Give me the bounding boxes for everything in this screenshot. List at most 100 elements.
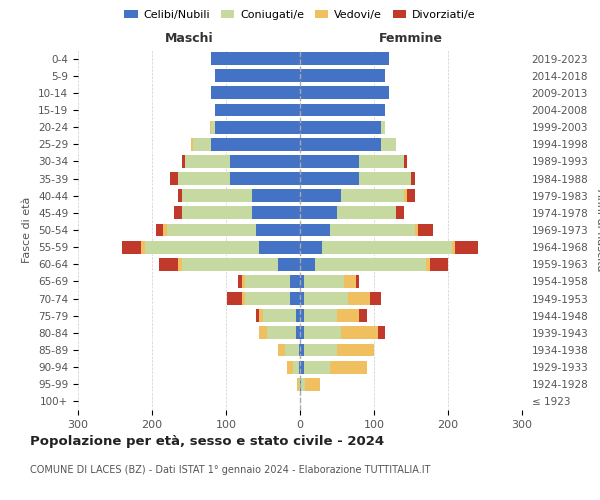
Bar: [174, 206, 182, 220]
Bar: [300, 224, 329, 236]
Bar: [245, 275, 290, 288]
Bar: [329, 224, 415, 236]
Bar: [300, 206, 337, 220]
Bar: [304, 360, 329, 374]
Bar: [267, 326, 296, 340]
Bar: [300, 344, 304, 356]
Bar: [211, 52, 300, 65]
Bar: [178, 258, 182, 270]
Bar: [415, 224, 418, 236]
Bar: [230, 155, 300, 168]
Bar: [426, 258, 430, 270]
Bar: [300, 310, 304, 322]
Bar: [230, 172, 300, 185]
Bar: [301, 378, 305, 390]
Bar: [300, 360, 304, 374]
Bar: [145, 240, 259, 254]
Bar: [300, 155, 359, 168]
Bar: [337, 310, 359, 322]
Text: COMUNE DI LACES (BZ) - Dati ISTAT 1° gennaio 2024 - Elaborazione TUTTITALIA.IT: COMUNE DI LACES (BZ) - Dati ISTAT 1° gen…: [30, 465, 431, 475]
Legend: Celibi/Nubili, Coniugati/e, Vedovi/e, Divorziati/e: Celibi/Nubili, Coniugati/e, Vedovi/e, Di…: [120, 6, 480, 25]
Bar: [210, 120, 211, 134]
Bar: [300, 120, 382, 134]
Bar: [337, 344, 374, 356]
Bar: [259, 240, 300, 254]
Y-axis label: Fasce di età: Fasce di età: [22, 197, 32, 263]
Bar: [182, 258, 278, 270]
Bar: [182, 155, 185, 168]
Bar: [382, 120, 385, 134]
Bar: [285, 344, 299, 356]
Bar: [300, 292, 304, 305]
Bar: [411, 172, 415, 185]
Bar: [300, 172, 359, 185]
Bar: [418, 224, 433, 236]
Bar: [242, 275, 245, 288]
Bar: [304, 344, 337, 356]
Bar: [296, 310, 300, 322]
Bar: [297, 378, 299, 390]
Bar: [382, 138, 396, 150]
Bar: [455, 240, 478, 254]
Bar: [191, 138, 193, 150]
Bar: [160, 258, 178, 270]
Bar: [404, 155, 407, 168]
Bar: [156, 224, 163, 236]
Bar: [211, 86, 300, 100]
Bar: [296, 326, 300, 340]
Bar: [300, 190, 341, 202]
Bar: [167, 224, 256, 236]
Bar: [430, 258, 448, 270]
Bar: [300, 240, 322, 254]
Bar: [396, 206, 404, 220]
Bar: [404, 190, 407, 202]
Bar: [263, 310, 296, 322]
Bar: [378, 326, 385, 340]
Bar: [278, 258, 300, 270]
Bar: [290, 292, 300, 305]
Bar: [259, 326, 267, 340]
Bar: [341, 326, 378, 340]
Text: Popolazione per età, sesso e stato civile - 2024: Popolazione per età, sesso e stato civil…: [30, 435, 384, 448]
Bar: [356, 275, 359, 288]
Bar: [293, 360, 299, 374]
Bar: [452, 240, 455, 254]
Bar: [242, 292, 245, 305]
Bar: [252, 206, 300, 220]
Bar: [370, 292, 382, 305]
Bar: [300, 275, 304, 288]
Bar: [304, 292, 348, 305]
Bar: [170, 172, 178, 185]
Bar: [259, 310, 263, 322]
Bar: [305, 378, 320, 390]
Bar: [182, 206, 252, 220]
Bar: [287, 360, 293, 374]
Bar: [278, 344, 285, 356]
Bar: [322, 240, 452, 254]
Bar: [300, 70, 385, 82]
Bar: [359, 155, 404, 168]
Bar: [315, 258, 426, 270]
Bar: [256, 224, 300, 236]
Bar: [341, 190, 404, 202]
Bar: [304, 275, 344, 288]
Bar: [193, 138, 211, 150]
Bar: [211, 120, 215, 134]
Bar: [304, 310, 337, 322]
Bar: [163, 224, 167, 236]
Bar: [227, 292, 242, 305]
Bar: [256, 310, 259, 322]
Bar: [122, 240, 141, 254]
Bar: [182, 190, 252, 202]
Bar: [300, 52, 389, 65]
Bar: [238, 275, 242, 288]
Bar: [300, 138, 382, 150]
Bar: [300, 86, 389, 100]
Bar: [178, 172, 230, 185]
Bar: [304, 326, 341, 340]
Bar: [290, 275, 300, 288]
Bar: [215, 104, 300, 117]
Bar: [300, 104, 385, 117]
Bar: [185, 155, 230, 168]
Bar: [348, 292, 370, 305]
